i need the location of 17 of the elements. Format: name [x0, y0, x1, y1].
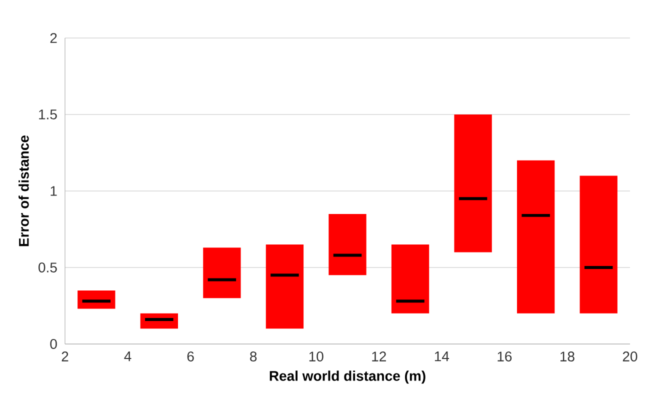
x-tick-label: 12: [372, 352, 386, 362]
x-tick-label: 20: [622, 352, 638, 362]
x-tick-label: 10: [309, 352, 324, 362]
x-tick-label: 14: [434, 352, 450, 362]
y-axis-title: Error of distance: [18, 135, 29, 246]
y-tick-label: 0.5: [38, 262, 57, 272]
y-tick-label: 1: [50, 186, 57, 196]
x-tick-label: 4: [124, 352, 132, 362]
y-tick-label: 2: [50, 33, 57, 43]
x-tick-label: 16: [498, 352, 512, 362]
x-axis-title: Real world distance (m): [270, 370, 426, 384]
x-tick-label: 8: [250, 352, 257, 362]
y-tick-label: 1.5: [39, 110, 57, 120]
y-tick-label: 0: [50, 339, 57, 349]
x-tick-label: 6: [187, 352, 194, 362]
x-tick-label: 18: [560, 352, 574, 362]
x-tick-label: 2: [62, 352, 68, 362]
